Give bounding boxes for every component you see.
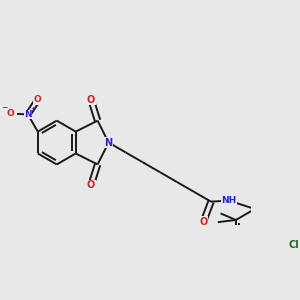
Text: O: O (199, 217, 208, 227)
Text: +: + (31, 106, 36, 111)
Text: O: O (87, 180, 95, 190)
Text: Cl: Cl (288, 240, 299, 250)
Text: NH: NH (221, 196, 237, 205)
Text: O: O (6, 109, 14, 118)
Text: N: N (24, 110, 32, 119)
Text: −: − (1, 103, 8, 112)
Text: N: N (104, 137, 112, 148)
Text: O: O (87, 95, 95, 105)
Text: O: O (34, 95, 42, 104)
